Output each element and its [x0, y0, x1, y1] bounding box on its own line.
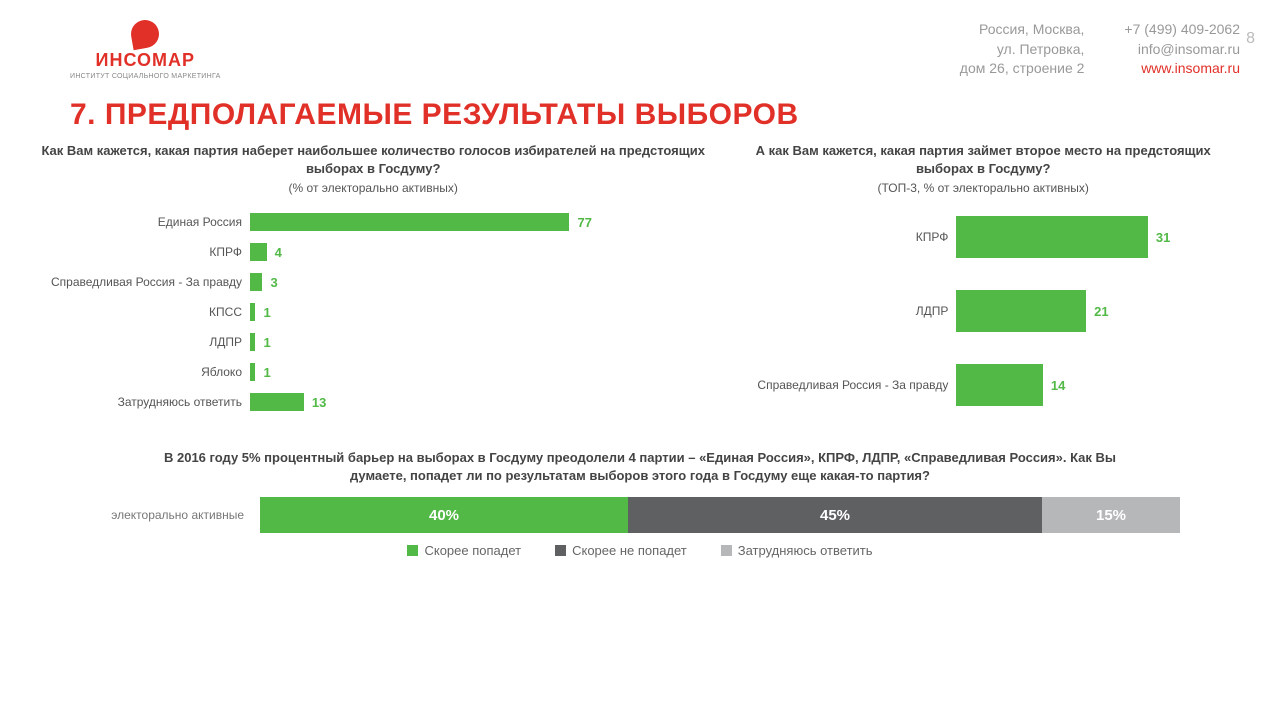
- bar-row: Яблоко 1: [40, 359, 706, 385]
- phone: +7 (499) 409-2062: [1124, 20, 1240, 40]
- bar-wrap: 1: [250, 363, 706, 381]
- charts-container: Как Вам кажется, какая партия наберет на…: [0, 142, 1280, 431]
- address-line: дом 26, строение 2: [960, 59, 1085, 79]
- bar: [250, 333, 255, 351]
- bar-row: ЛДПР 1: [40, 329, 706, 355]
- stacked-segment: 15%: [1042, 497, 1180, 533]
- legend-label: Скорее не попадет: [572, 543, 687, 558]
- chart-first-place: Как Вам кажется, какая партия наберет на…: [40, 142, 706, 431]
- bar-wrap: 14: [956, 364, 1230, 406]
- legend-item: Скорее попадет: [407, 543, 521, 558]
- bar-value: 14: [1051, 378, 1065, 393]
- bar-row: Единая Россия 77: [40, 209, 706, 235]
- legend: Скорее попадет Скорее не попадет Затрудняю…: [0, 543, 1280, 558]
- logo: ИНСОМАР ИНСТИТУТ СОЦИАЛЬНОГО МАРКЕТИНГА: [70, 20, 221, 80]
- bar-wrap: 31: [956, 216, 1230, 258]
- bar-value: 31: [1156, 230, 1170, 245]
- hbar-chart: КПРФ 31 ЛДПР 21 Справедливая Россия - За пра…: [736, 209, 1230, 413]
- bar-wrap: 1: [250, 333, 706, 351]
- bar-row: КПРФ 4: [40, 239, 706, 265]
- bar-label: ЛДПР: [40, 335, 250, 349]
- bar: [956, 290, 1086, 332]
- bar-value: 1: [263, 305, 270, 320]
- bar-value: 1: [263, 365, 270, 380]
- hbar-chart: Единая Россия 77 КПРФ 4 Справедливая Россия …: [40, 209, 706, 415]
- website: www.insomar.ru: [1124, 59, 1240, 79]
- address-col: Россия, Москва, ул. Петровка, дом 26, ст…: [960, 20, 1085, 80]
- contacts: Россия, Москва, ул. Петровка, дом 26, ст…: [960, 20, 1240, 80]
- legend-item: Скорее не попадет: [555, 543, 687, 558]
- contact-col: +7 (499) 409-2062 info@insomar.ru www.in…: [1124, 20, 1240, 80]
- address-line: Россия, Москва,: [960, 20, 1085, 40]
- bar-label: Единая Россия: [40, 215, 250, 229]
- bar: [250, 213, 569, 231]
- bar: [250, 303, 255, 321]
- legend-label: Скорее попадет: [424, 543, 521, 558]
- address-line: ул. Петровка,: [960, 40, 1085, 60]
- bar-value: 4: [275, 245, 282, 260]
- bar-wrap: 1: [250, 303, 706, 321]
- bar: [956, 216, 1148, 258]
- stacked-label: электорально активные: [70, 508, 260, 522]
- bar-row: Затрудняюсь ответить 13: [40, 389, 706, 415]
- stacked-bar: 40%45%15%: [260, 497, 1180, 533]
- bar-label: Яблоко: [40, 365, 250, 379]
- bar-label: Справедливая Россия - За правду: [40, 275, 250, 289]
- bar-wrap: 21: [956, 290, 1230, 332]
- bar-value: 13: [312, 395, 326, 410]
- bar-row: КПРФ 31: [736, 209, 1230, 265]
- page-number: 8: [1246, 30, 1255, 48]
- bar-row: Справедливая Россия - За правду 3: [40, 269, 706, 295]
- bar-row: ЛДПР 21: [736, 283, 1230, 339]
- bar-label: Справедливая Россия - За правду: [736, 378, 956, 392]
- bar-value: 3: [270, 275, 277, 290]
- legend-swatch: [721, 545, 732, 556]
- bar-label: КПСС: [40, 305, 250, 319]
- bar-wrap: 77: [250, 213, 706, 231]
- bar: [250, 393, 304, 411]
- bar-label: Затрудняюсь ответить: [40, 395, 250, 409]
- bar-row: Справедливая Россия - За правду 14: [736, 357, 1230, 413]
- bar-wrap: 4: [250, 243, 706, 261]
- legend-item: Затрудняюсь ответить: [721, 543, 873, 558]
- logo-icon: [129, 18, 161, 50]
- header: ИНСОМАР ИНСТИТУТ СОЦИАЛЬНОГО МАРКЕТИНГА …: [0, 0, 1280, 80]
- page-title: 7. ПРЕДПОЛАГАЕМЫЕ РЕЗУЛЬТАТЫ ВЫБОРОВ: [70, 98, 1280, 132]
- bar-value: 21: [1094, 304, 1108, 319]
- bar: [250, 363, 255, 381]
- bar-label: КПРФ: [40, 245, 250, 259]
- bar: [956, 364, 1042, 406]
- logo-text: ИНСОМАР: [96, 50, 196, 71]
- stacked-chart: электорально активные 40%45%15%: [0, 497, 1280, 533]
- chart-second-place: А как Вам кажется, какая партия займет в…: [736, 142, 1230, 431]
- bar-label: ЛДПР: [736, 304, 956, 318]
- email: info@insomar.ru: [1124, 40, 1240, 60]
- legend-label: Затрудняюсь ответить: [738, 543, 873, 558]
- bar-value: 77: [577, 215, 591, 230]
- bar-row: КПСС 1: [40, 299, 706, 325]
- bar-label: КПРФ: [736, 230, 956, 244]
- stacked-segment: 45%: [628, 497, 1042, 533]
- note-text: В 2016 году 5% процентный барьер на выбо…: [160, 449, 1120, 485]
- bar-value: 1: [263, 335, 270, 350]
- bar: [250, 243, 267, 261]
- question-text: А как Вам кажется, какая партия займет в…: [736, 142, 1230, 177]
- legend-swatch: [407, 545, 418, 556]
- question-text: Как Вам кажется, какая партия наберет на…: [40, 142, 706, 177]
- bar-wrap: 3: [250, 273, 706, 291]
- legend-swatch: [555, 545, 566, 556]
- question-sub: (% от электорально активных): [40, 181, 706, 195]
- question-sub: (ТОП-3, % от электорально активных): [736, 181, 1230, 195]
- bar-wrap: 13: [250, 393, 706, 411]
- logo-subtitle: ИНСТИТУТ СОЦИАЛЬНОГО МАРКЕТИНГА: [70, 73, 221, 80]
- bar: [250, 273, 262, 291]
- stacked-segment: 40%: [260, 497, 628, 533]
